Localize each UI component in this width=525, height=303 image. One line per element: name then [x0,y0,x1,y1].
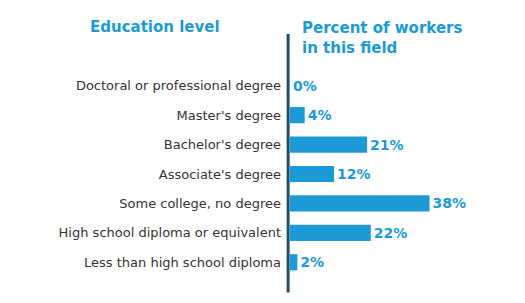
svg-text:38%: 38% [433,195,467,211]
svg-text:Percent of workersin this fiel: Percent of workersin this field [302,19,462,57]
svg-text:4%: 4% [308,107,332,123]
svg-text:22%: 22% [374,225,408,241]
svg-text:Master's degree: Master's degree [177,108,281,123]
svg-text:Associate's degree: Associate's degree [159,167,281,182]
svg-text:2%: 2% [300,254,324,270]
svg-text:Less than high school diploma: Less than high school diploma [84,255,281,270]
svg-text:High school diploma or equival: High school diploma or equivalent [59,225,281,240]
svg-text:Doctoral or professional degre: Doctoral or professional degree [76,78,281,93]
svg-text:Bachelor's degree: Bachelor's degree [164,137,281,152]
svg-text:12%: 12% [337,166,371,182]
svg-text:0%: 0% [293,78,317,94]
svg-text:21%: 21% [370,137,404,153]
svg-text:Some college, no degree: Some college, no degree [119,196,281,211]
svg-text:Education level: Education level [90,18,220,36]
